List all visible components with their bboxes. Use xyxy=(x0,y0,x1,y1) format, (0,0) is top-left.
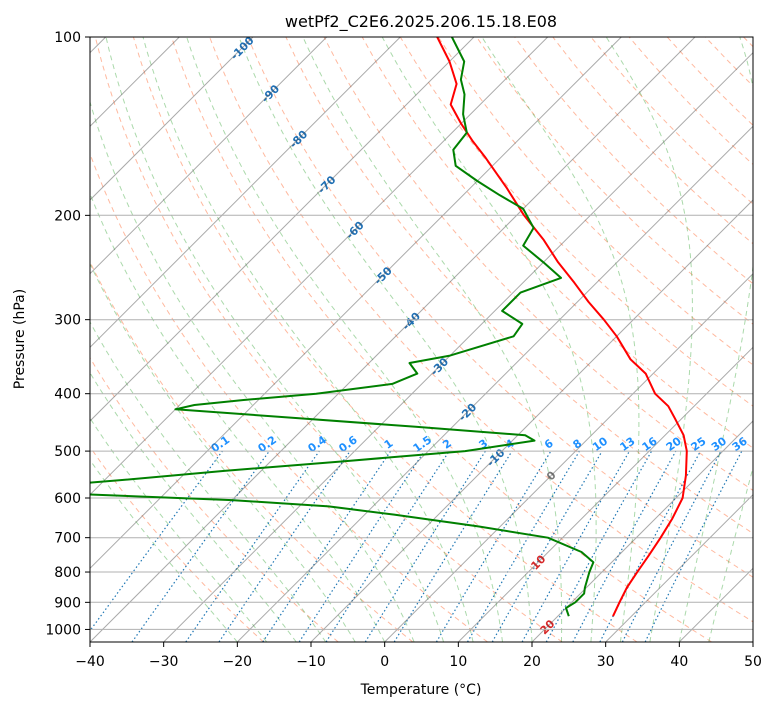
moist-adiabat-line xyxy=(90,371,297,642)
x-tick-label: −20 xyxy=(223,654,253,670)
isotherm-line xyxy=(90,37,696,642)
mixing-ratio-line xyxy=(131,450,270,642)
dry-adiabat-line xyxy=(90,260,414,642)
moist-adiabat-line xyxy=(90,192,386,642)
dry-adiabat-line xyxy=(90,152,488,642)
mixing-ratio-line xyxy=(644,450,743,642)
mixing-ratio-line xyxy=(466,450,580,642)
isotherm-line xyxy=(457,346,753,642)
dry-adiabat-line xyxy=(437,37,753,366)
dewpoint-profile xyxy=(90,37,595,617)
isotherm-line xyxy=(163,51,753,642)
mixing-ratio-label: 1.5 xyxy=(411,433,434,455)
isotherm-line xyxy=(752,641,753,642)
dry-adiabat-line xyxy=(666,37,753,126)
x-tick-label: 0 xyxy=(380,654,389,670)
y-tick-label: 400 xyxy=(54,387,81,403)
mixing-ratio-label: 0.6 xyxy=(336,433,360,455)
mixing-ratio-label: 0.1 xyxy=(209,433,232,455)
y-tick-label: 800 xyxy=(54,565,81,581)
moist-adiabat-line xyxy=(90,262,356,642)
x-tick-label: 30 xyxy=(597,654,615,670)
moist-adiabat-line xyxy=(90,459,238,642)
moist-adiabat-line xyxy=(302,37,563,642)
x-axis-label: Temperature (°C) xyxy=(360,682,482,698)
y-axis-label: Pressure (hPa) xyxy=(12,289,28,389)
mixing-ratio-line xyxy=(572,450,677,642)
x-tick-label: −40 xyxy=(75,654,105,670)
x-tick-label: 40 xyxy=(670,654,688,670)
moist-adiabat-line xyxy=(186,37,503,642)
mixing-ratio-line xyxy=(521,450,631,642)
isotherm-label: 30 xyxy=(560,669,580,689)
isotherm-line xyxy=(384,272,753,642)
chart-title: wetPf2_C2E6.2025.206.15.18.E08 xyxy=(285,12,557,32)
isotherm-line xyxy=(236,125,753,642)
mixing-ratio-line xyxy=(218,450,351,642)
mixing-ratio-line xyxy=(325,450,450,642)
y-tick-label: 200 xyxy=(54,208,81,224)
y-tick-label: 700 xyxy=(54,531,81,547)
dry-adiabat-line xyxy=(514,37,753,285)
mixing-ratio-line xyxy=(545,450,653,642)
dry-adiabat-line xyxy=(704,37,753,87)
mixing-ratio-label: 0.2 xyxy=(256,433,279,455)
dry-adiabat-line xyxy=(132,37,638,642)
plot-frame xyxy=(89,36,754,643)
x-tick-label: 50 xyxy=(744,654,762,670)
mixing-ratio-label: 2 xyxy=(440,437,454,452)
isotherm-line xyxy=(90,37,549,496)
dry-adiabat-line xyxy=(90,356,339,642)
mixing-ratio-label: 0.4 xyxy=(306,433,330,455)
temperature-profile xyxy=(436,37,688,617)
moist-adiabat-line xyxy=(605,37,693,642)
dry-adiabat-line xyxy=(399,37,753,407)
moist-adiabat-line xyxy=(481,37,640,642)
isotherm-line xyxy=(531,420,753,642)
moist-adiabat-line xyxy=(90,417,268,642)
dry-adiabat-line xyxy=(171,37,712,642)
x-tick-label: 20 xyxy=(523,654,541,670)
x-axis: −40 −30 −20 −10 0 10 20 30 40 50 xyxy=(75,642,762,670)
dry-adiabat-line xyxy=(90,446,264,642)
isotherm-line xyxy=(90,37,328,275)
mixing-ratio-line xyxy=(262,450,392,642)
mixing-ratio-label: 6 xyxy=(542,437,556,452)
y-tick-label: 100 xyxy=(54,30,81,46)
moist-adiabat-line xyxy=(381,37,597,642)
isotherm-line xyxy=(90,37,622,570)
mixing-ratio-line xyxy=(364,450,486,642)
y-tick-label: 500 xyxy=(54,444,81,460)
y-tick-label: 900 xyxy=(54,595,81,611)
isotherm-line xyxy=(90,37,475,422)
moist-adiabat-line xyxy=(238,37,533,642)
mixing-ratio-line xyxy=(435,450,552,642)
mixing-ratio-line xyxy=(90,450,223,632)
y-tick-label: 1000 xyxy=(45,622,81,638)
x-tick-label: 10 xyxy=(449,654,467,670)
dry-adiabat-line xyxy=(743,37,753,48)
isotherm-line xyxy=(678,567,753,642)
x-tick-label: −30 xyxy=(149,654,179,670)
isotherm-line xyxy=(90,37,401,349)
mixing-ratio-line xyxy=(185,450,320,642)
isotherm-line xyxy=(90,37,254,201)
dry-adiabat-line xyxy=(209,37,753,623)
y-tick-label: 300 xyxy=(54,313,81,329)
moist-adiabat-line xyxy=(142,37,474,642)
isotherm-line xyxy=(310,199,753,642)
dry-adiabat-line xyxy=(94,37,563,642)
x-tick-label: −10 xyxy=(296,654,326,670)
isotherm-line xyxy=(605,493,753,642)
moist-adiabat-line xyxy=(105,37,445,642)
y-tick-label: 600 xyxy=(54,491,81,507)
y-axis: 100 200 300 400 500 600 700 800 900 1000 xyxy=(45,30,90,638)
mixing-ratio-line xyxy=(393,450,513,642)
mixing-ratio-line xyxy=(298,450,425,642)
moist-adiabat-line xyxy=(90,100,415,642)
dry-adiabat-line xyxy=(247,37,753,578)
